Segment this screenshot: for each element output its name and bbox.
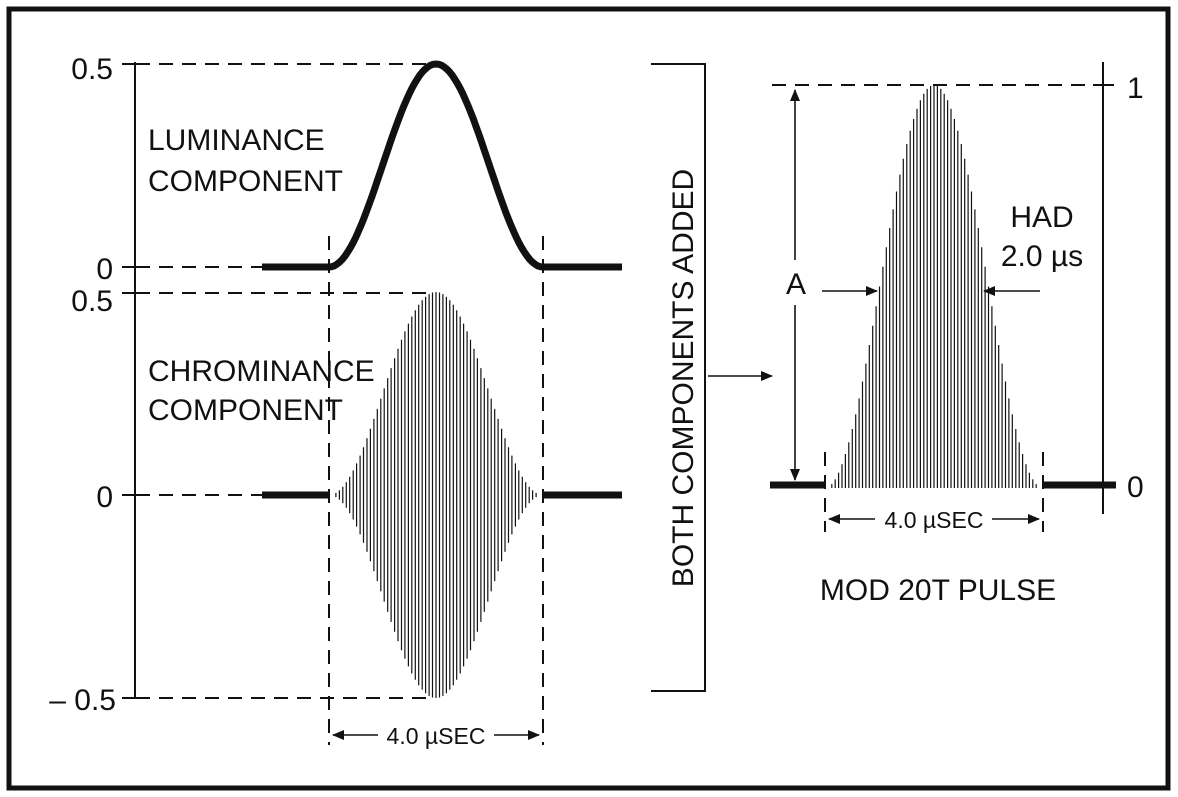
right-duration-label: 4.0 µSEC [885,507,984,533]
had-label-line2: 2.0 µs [1001,240,1083,273]
tick-label-chroma-bottom: – 0.5 [49,684,116,717]
luminance-label-line1: LUMINANCE [148,124,325,157]
mod-20t-caption: MOD 20T PULSE [820,574,1056,607]
tick-label-luma-top: 0.5 [71,53,113,86]
mod-20t-pulse-waveform [831,85,1037,488]
both-components-added-label: BOTH COMPONENTS ADDED [667,169,700,587]
tick-label-luma-zero: 0 [96,253,113,286]
had-label-line1: HAD [1010,201,1073,234]
tick-label-chroma-top: 0.5 [71,285,113,318]
right-tick-label-top: 1 [1127,72,1144,105]
luminance-pulse-curve [262,60,622,271]
chrominance-label-line1: CHROMINANCE [148,355,375,388]
components-bracket [651,63,706,692]
luminance-label-line2: COMPONENT [148,165,343,198]
tick-label-chroma-zero: 0 [96,481,113,514]
outer-frame [6,6,1171,791]
left-duration-label: 4.0 µSEC [387,723,486,749]
right-tick-label-zero: 0 [1127,471,1144,504]
chrominance-burst [335,292,537,698]
amplitude-label: A [786,268,806,301]
chrominance-label-line2: COMPONENT [148,394,343,427]
